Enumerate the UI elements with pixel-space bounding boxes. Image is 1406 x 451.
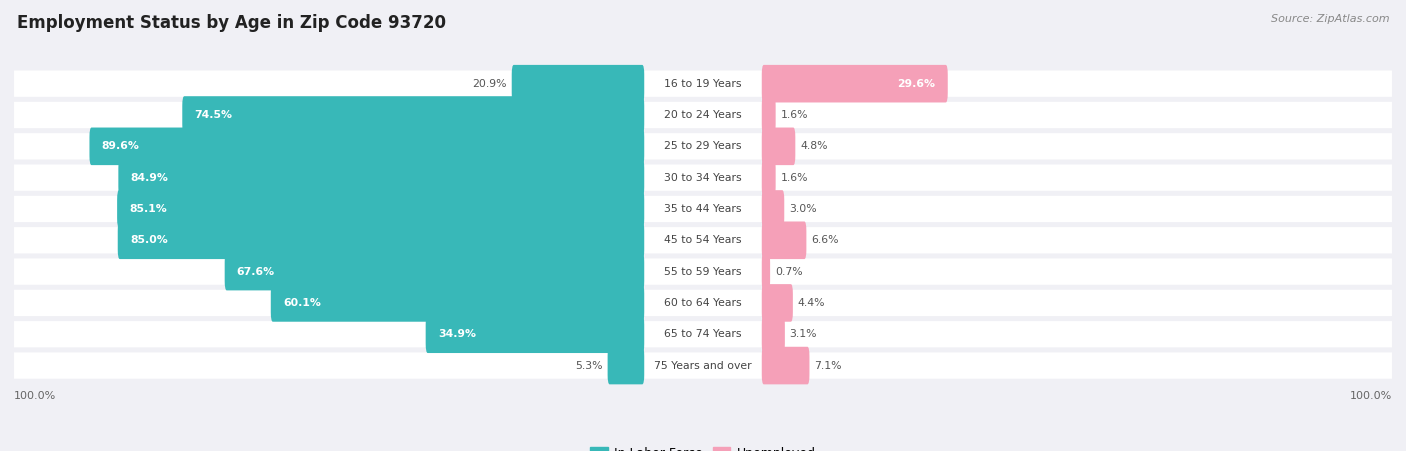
Text: 67.6%: 67.6%: [236, 267, 276, 276]
FancyBboxPatch shape: [607, 347, 644, 384]
FancyBboxPatch shape: [14, 133, 1392, 160]
FancyBboxPatch shape: [271, 284, 644, 322]
FancyBboxPatch shape: [14, 227, 1392, 253]
FancyBboxPatch shape: [762, 159, 776, 197]
Text: 3.0%: 3.0%: [789, 204, 817, 214]
FancyBboxPatch shape: [762, 128, 796, 165]
Text: 25 to 29 Years: 25 to 29 Years: [664, 141, 742, 152]
Text: 16 to 19 Years: 16 to 19 Years: [664, 78, 742, 89]
FancyBboxPatch shape: [762, 315, 785, 353]
Text: 29.6%: 29.6%: [897, 78, 935, 89]
FancyBboxPatch shape: [14, 102, 1392, 128]
Text: 0.7%: 0.7%: [775, 267, 803, 276]
Text: Employment Status by Age in Zip Code 93720: Employment Status by Age in Zip Code 937…: [17, 14, 446, 32]
Text: Source: ZipAtlas.com: Source: ZipAtlas.com: [1271, 14, 1389, 23]
Text: 1.6%: 1.6%: [780, 173, 808, 183]
FancyBboxPatch shape: [14, 258, 1392, 285]
Text: 84.9%: 84.9%: [131, 173, 169, 183]
Text: 4.8%: 4.8%: [800, 141, 828, 152]
Text: 65 to 74 Years: 65 to 74 Years: [664, 329, 742, 339]
Text: 100.0%: 100.0%: [1350, 391, 1392, 401]
Text: 35 to 44 Years: 35 to 44 Years: [664, 204, 742, 214]
Text: 85.1%: 85.1%: [129, 204, 167, 214]
Text: 6.6%: 6.6%: [811, 235, 838, 245]
FancyBboxPatch shape: [117, 190, 644, 228]
Text: 4.4%: 4.4%: [797, 298, 825, 308]
FancyBboxPatch shape: [14, 165, 1392, 191]
Text: 20.9%: 20.9%: [472, 78, 508, 89]
Text: 45 to 54 Years: 45 to 54 Years: [664, 235, 742, 245]
Text: 55 to 59 Years: 55 to 59 Years: [664, 267, 742, 276]
FancyBboxPatch shape: [118, 221, 644, 259]
FancyBboxPatch shape: [14, 290, 1392, 316]
FancyBboxPatch shape: [14, 196, 1392, 222]
Text: 74.5%: 74.5%: [194, 110, 232, 120]
Text: 1.6%: 1.6%: [780, 110, 808, 120]
FancyBboxPatch shape: [183, 96, 644, 134]
FancyBboxPatch shape: [762, 65, 948, 102]
FancyBboxPatch shape: [90, 128, 644, 165]
Text: 34.9%: 34.9%: [437, 329, 475, 339]
Text: 89.6%: 89.6%: [101, 141, 139, 152]
Text: 60.1%: 60.1%: [283, 298, 321, 308]
Text: 5.3%: 5.3%: [575, 360, 603, 371]
FancyBboxPatch shape: [426, 315, 644, 353]
Legend: In Labor Force, Unemployed: In Labor Force, Unemployed: [585, 442, 821, 451]
FancyBboxPatch shape: [762, 347, 810, 384]
Text: 3.1%: 3.1%: [790, 329, 817, 339]
FancyBboxPatch shape: [14, 321, 1392, 347]
Text: 60 to 64 Years: 60 to 64 Years: [664, 298, 742, 308]
FancyBboxPatch shape: [762, 284, 793, 322]
Text: 75 Years and over: 75 Years and over: [654, 360, 752, 371]
Text: 85.0%: 85.0%: [129, 235, 167, 245]
FancyBboxPatch shape: [14, 70, 1392, 97]
FancyBboxPatch shape: [14, 352, 1392, 379]
FancyBboxPatch shape: [762, 253, 770, 290]
Text: 100.0%: 100.0%: [14, 391, 56, 401]
FancyBboxPatch shape: [512, 65, 644, 102]
Text: 7.1%: 7.1%: [814, 360, 842, 371]
Text: 20 to 24 Years: 20 to 24 Years: [664, 110, 742, 120]
FancyBboxPatch shape: [762, 221, 807, 259]
FancyBboxPatch shape: [118, 159, 644, 197]
FancyBboxPatch shape: [762, 190, 785, 228]
Text: 30 to 34 Years: 30 to 34 Years: [664, 173, 742, 183]
FancyBboxPatch shape: [762, 96, 776, 134]
FancyBboxPatch shape: [225, 253, 644, 290]
